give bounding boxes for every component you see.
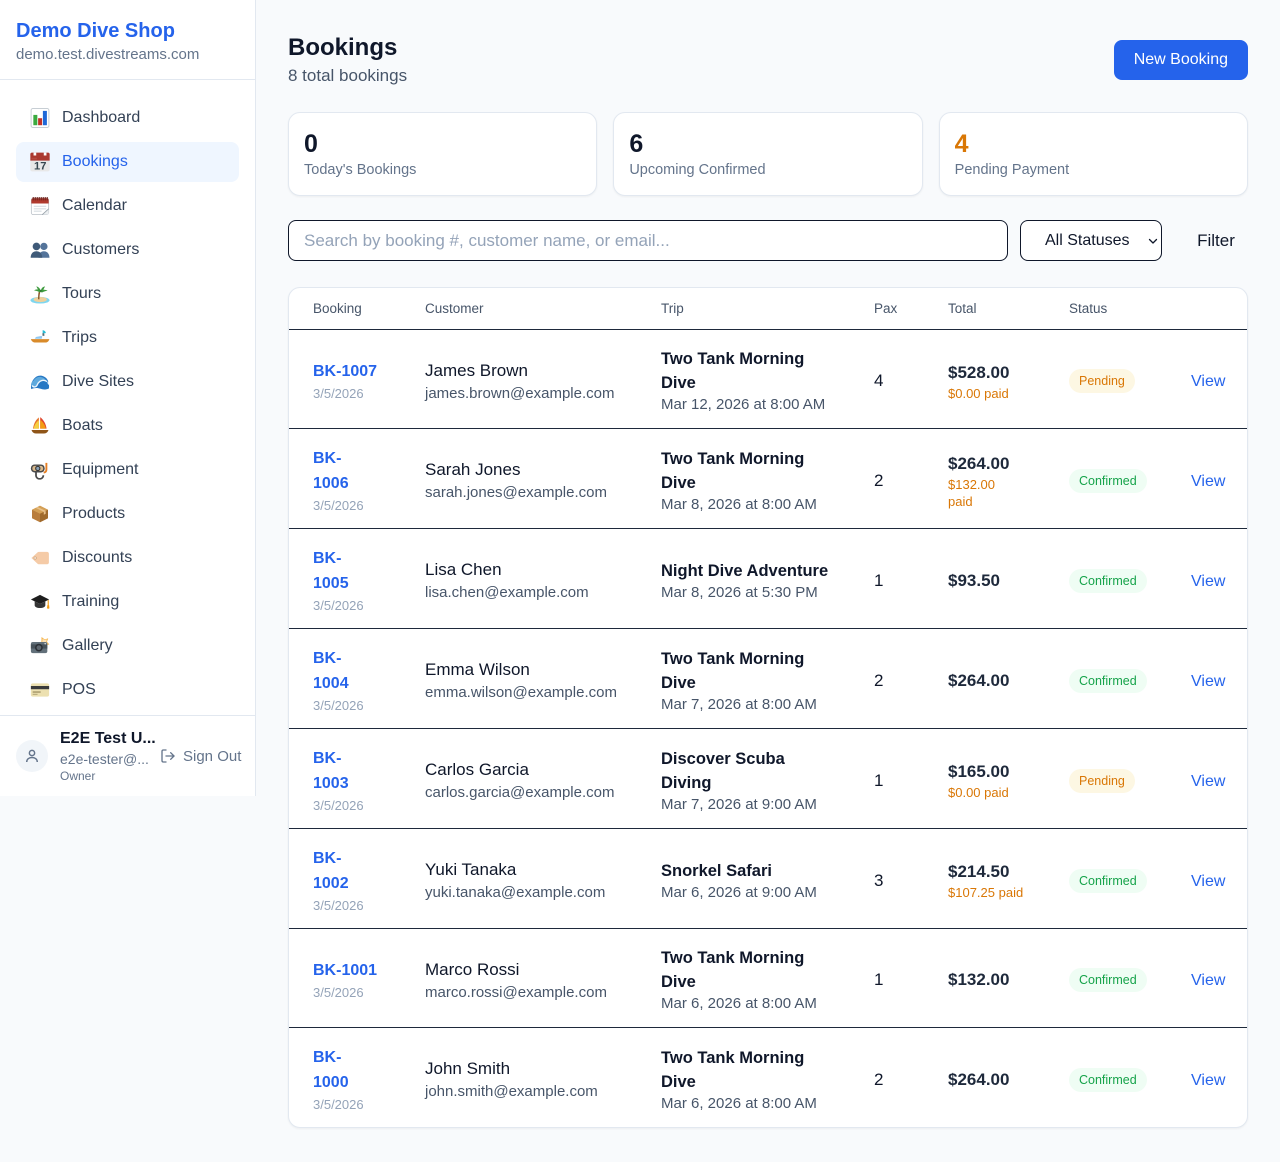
svg-text:17: 17 — [34, 161, 46, 172]
